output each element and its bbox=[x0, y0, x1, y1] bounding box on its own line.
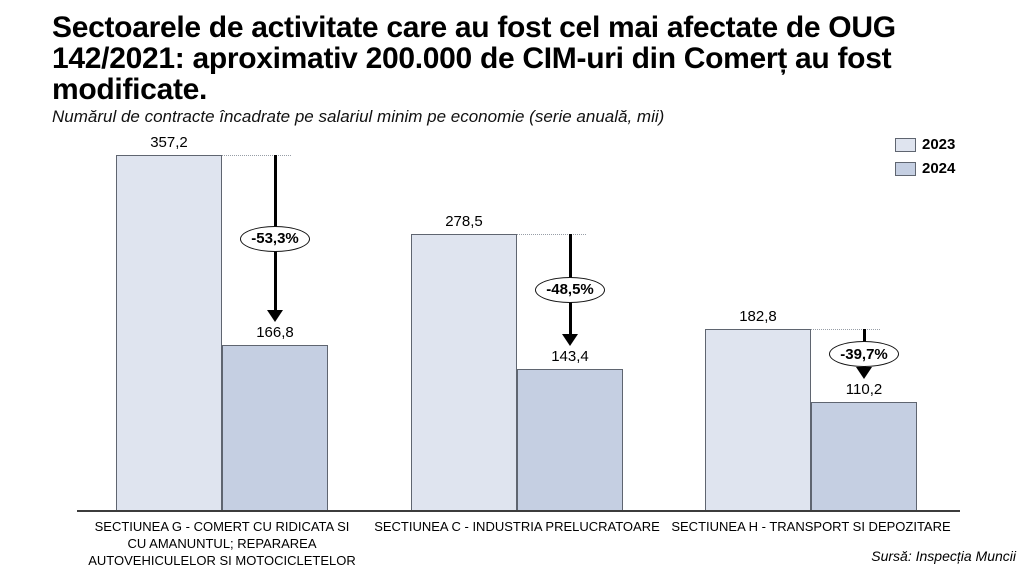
chart-title-line-2: 142/2021: aproximativ 200.000 de CIM-uri… bbox=[52, 42, 892, 75]
change-arrow-head bbox=[562, 333, 578, 346]
category-label: SECTIUNEA H - TRANSPORT SI DEPOZITARE bbox=[651, 518, 971, 535]
category-label-line: CU AMANUNTUL; REPARAREA bbox=[127, 536, 317, 551]
bar-2023 bbox=[116, 154, 222, 512]
chart-title-line-1: Sectoarele de activitate care au fost ce… bbox=[52, 11, 896, 44]
source-credit: Sursă: Inspecția Muncii bbox=[871, 548, 1016, 564]
change-percent-badge: -53,3% bbox=[240, 225, 310, 252]
bar-2024 bbox=[517, 368, 623, 512]
legend-label-2023: 2023 bbox=[922, 136, 956, 153]
bar-2023 bbox=[411, 233, 517, 512]
legend-label-2024: 2024 bbox=[922, 160, 956, 177]
change-percent-badge: -39,7% bbox=[829, 341, 899, 367]
change-arrow-head bbox=[267, 310, 283, 323]
value-label-2023: 357,2 bbox=[150, 133, 188, 151]
legend: 2023 2024 bbox=[895, 136, 955, 184]
change-connector-line bbox=[517, 233, 586, 235]
value-label-2024: 110,2 bbox=[845, 380, 883, 398]
category-label: SECTIUNEA C - INDUSTRIA PRELUCRATOARE bbox=[357, 518, 677, 535]
legend-swatch-2023 bbox=[895, 137, 916, 152]
change-percent-badge: -48,5% bbox=[535, 276, 605, 303]
value-label-2024: 166,8 bbox=[256, 324, 294, 342]
legend-item-2023: 2023 bbox=[895, 136, 955, 153]
change-connector-line bbox=[811, 329, 880, 331]
bar-2024 bbox=[811, 401, 917, 512]
legend-item-2024: 2024 bbox=[895, 160, 955, 177]
x-axis-line bbox=[77, 510, 960, 512]
value-label-2023: 278,5 bbox=[445, 212, 483, 230]
category-label-line: SECTIUNEA G - COMERT CU RIDICATA SI bbox=[94, 519, 350, 534]
category-label: SECTIUNEA G - COMERT CU RIDICATA SI CU AM… bbox=[62, 518, 382, 569]
category-label-line: AUTOVEHICULELOR SI MOTOCICLETELOR bbox=[88, 553, 356, 568]
bar-2024 bbox=[222, 345, 328, 512]
value-label-2024: 143,4 bbox=[551, 347, 589, 365]
bar-2023 bbox=[705, 329, 811, 512]
chart-title: Sectoarele de activitate care au fost ce… bbox=[52, 12, 992, 105]
value-label-2023: 182,8 bbox=[739, 308, 777, 326]
category-label-line: SECTIUNEA C - INDUSTRIA PRELUCRATOARE bbox=[374, 519, 660, 534]
category-label-line: SECTIUNEA H - TRANSPORT SI DEPOZITARE bbox=[671, 519, 951, 534]
legend-swatch-2024 bbox=[895, 161, 916, 176]
change-arrow-head bbox=[856, 366, 872, 379]
chart-subtitle: Numărul de contracte încadrate pe salari… bbox=[52, 107, 665, 126]
change-connector-line bbox=[222, 154, 291, 156]
chart-title-line-3: modificate. bbox=[52, 73, 208, 106]
